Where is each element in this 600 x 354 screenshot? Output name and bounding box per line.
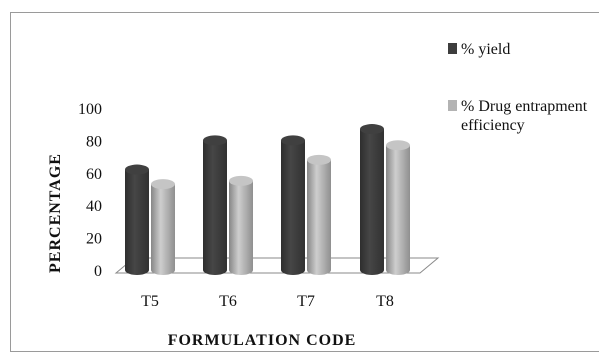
legend-item: % Drug entrapment efficiency xyxy=(448,98,588,134)
x-axis-title: FORMULATION CODE xyxy=(168,332,357,349)
bar-t6-yield xyxy=(203,135,227,275)
bar-t8-drug-entrapment xyxy=(386,140,410,275)
y-tick-label: 40 xyxy=(86,198,102,215)
bar-t5-yield xyxy=(125,164,149,275)
bar-t7-drug-entrapment xyxy=(307,154,331,275)
bar-t6-drug-entrapment xyxy=(229,175,253,275)
bar-t5-drug-entrapment xyxy=(151,179,175,275)
y-tick-label: 0 xyxy=(94,263,102,280)
x-tick-label: T6 xyxy=(219,293,237,310)
y-tick-label: 20 xyxy=(86,231,102,248)
bar-t7-yield xyxy=(281,135,305,275)
legend-item: % yield xyxy=(448,41,510,58)
legend-label: % yield xyxy=(461,41,510,58)
x-tick-label: T5 xyxy=(141,293,159,310)
x-tick-label: T7 xyxy=(297,293,315,310)
legend-swatch xyxy=(448,43,457,54)
y-tick-label: 100 xyxy=(78,101,102,118)
y-tick-label: 60 xyxy=(86,166,102,183)
legend: % yield % Drug entrapment efficiency xyxy=(448,41,588,134)
legend-label: efficiency xyxy=(461,117,525,134)
bar-t8-yield xyxy=(360,124,384,275)
y-axis-title: PERCENTAGE xyxy=(47,153,64,273)
x-tick-label: T8 xyxy=(376,293,394,310)
legend-swatch xyxy=(448,100,457,111)
legend-label: % Drug entrapment xyxy=(461,98,588,115)
y-tick-label: 80 xyxy=(86,133,102,150)
